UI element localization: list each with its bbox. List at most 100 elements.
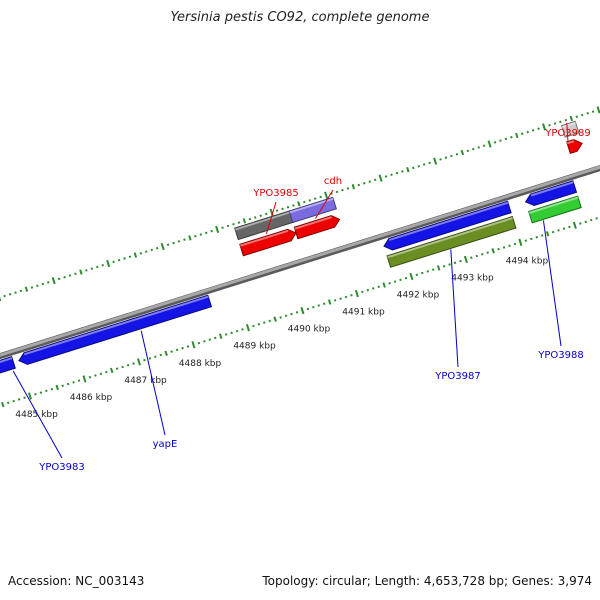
minor-tick [312,305,315,309]
kbp-tick [378,174,383,182]
feature-highlight [0,357,13,363]
minor-tick [450,154,453,158]
minor-tick [388,282,391,285]
minor-tick [50,387,54,391]
minor-tick [322,302,326,306]
kbp-tick [82,375,87,383]
feature-highlight [239,229,289,247]
minor-tick [166,243,170,247]
minor-tick [57,277,61,281]
minor-tick [105,370,108,374]
tick-label: 4491 kbp [342,308,385,318]
map-title: Yersinia pestis CO92, complete genome [170,10,430,25]
minor-tick [230,331,233,335]
kbp-tick [106,259,111,268]
feature-highlight [389,201,509,241]
minor-tick [17,398,21,401]
kbp-tick [27,392,33,400]
leader-line [12,370,63,459]
feature-label: YPO3987 [434,371,480,382]
feature-highlight [561,121,576,129]
minor-tick [154,355,157,358]
minor-tick [204,231,208,235]
minor-tick [121,365,124,369]
minor-tick [61,384,64,388]
minor-tick [431,268,435,271]
tick-label: 4490 kbp [288,325,331,335]
minor-tick [564,118,568,122]
outer-tick-track [0,106,600,302]
minor-tick [183,238,186,241]
minor-tick [268,319,271,323]
minor-tick [557,229,560,232]
minor-tick [477,146,480,149]
minor-tick [279,316,282,319]
tick-label: 4486 kbp [70,393,113,403]
minor-tick [177,240,181,243]
minor-tick [55,384,59,391]
minor-tick [155,246,159,250]
kbp-tick [51,276,56,285]
minor-tick [292,204,295,207]
minor-tick [466,149,470,153]
minor-tick [284,314,288,317]
minor-tick [339,297,342,300]
minor-tick [186,345,190,348]
minor-tick [226,224,230,228]
minor-tick [595,217,598,220]
minor-tick [439,158,442,161]
feature-YPO3988-misc [528,195,582,224]
minor-tick [480,253,484,256]
minor-tick [401,170,404,173]
feature-shape [0,356,16,374]
feature-shape [239,228,297,257]
minor-tick [8,293,12,296]
minor-tick [94,374,97,377]
minor-tick [404,276,408,280]
minor-tick [341,188,344,192]
minor-tick [319,195,322,199]
minor-tick [259,214,262,218]
feature-label: YPO3989 [544,128,590,139]
leader-line [542,220,562,347]
minor-tick [248,217,252,221]
minor-tick [493,141,497,144]
minor-tick [241,328,244,331]
minor-tick [313,197,317,200]
leader-line [265,201,277,235]
minor-tick [12,399,15,403]
tick-label: 4485 kbp [15,410,58,420]
minor-tick [254,216,257,219]
minor-tick [237,221,241,224]
minor-tick [275,209,279,212]
minor-tick [513,242,517,246]
minor-tick [90,267,94,270]
feature-YPO3987-misc [386,215,517,268]
minor-tick [39,391,43,394]
feature-YPO3983 [0,356,16,374]
minor-tick [317,304,321,307]
minor-tick [41,282,45,286]
minor-tick [308,199,312,202]
minor-tick [377,285,380,288]
minor-tick [559,120,562,124]
minor-tick [368,180,371,183]
minor-tick [303,200,306,204]
minor-tick [470,256,473,259]
minor-tick [164,350,168,356]
minor-tick [101,264,104,267]
minor-tick [361,290,364,294]
minor-tick [568,225,571,229]
minor-tick [508,244,511,247]
minor-tick [126,364,130,367]
minor-tick [357,183,361,187]
inner-tick-track [1,217,598,408]
ticks-layer: 4485 kbp 4486 kbp 4487 kbp 4488 kbp 4489 kbp… [0,106,600,420]
feature-label: YPO3988 [537,350,583,361]
minor-tick [504,137,508,141]
minor-tick [363,182,366,185]
minor-tick [23,396,26,399]
features-layer [0,120,583,374]
